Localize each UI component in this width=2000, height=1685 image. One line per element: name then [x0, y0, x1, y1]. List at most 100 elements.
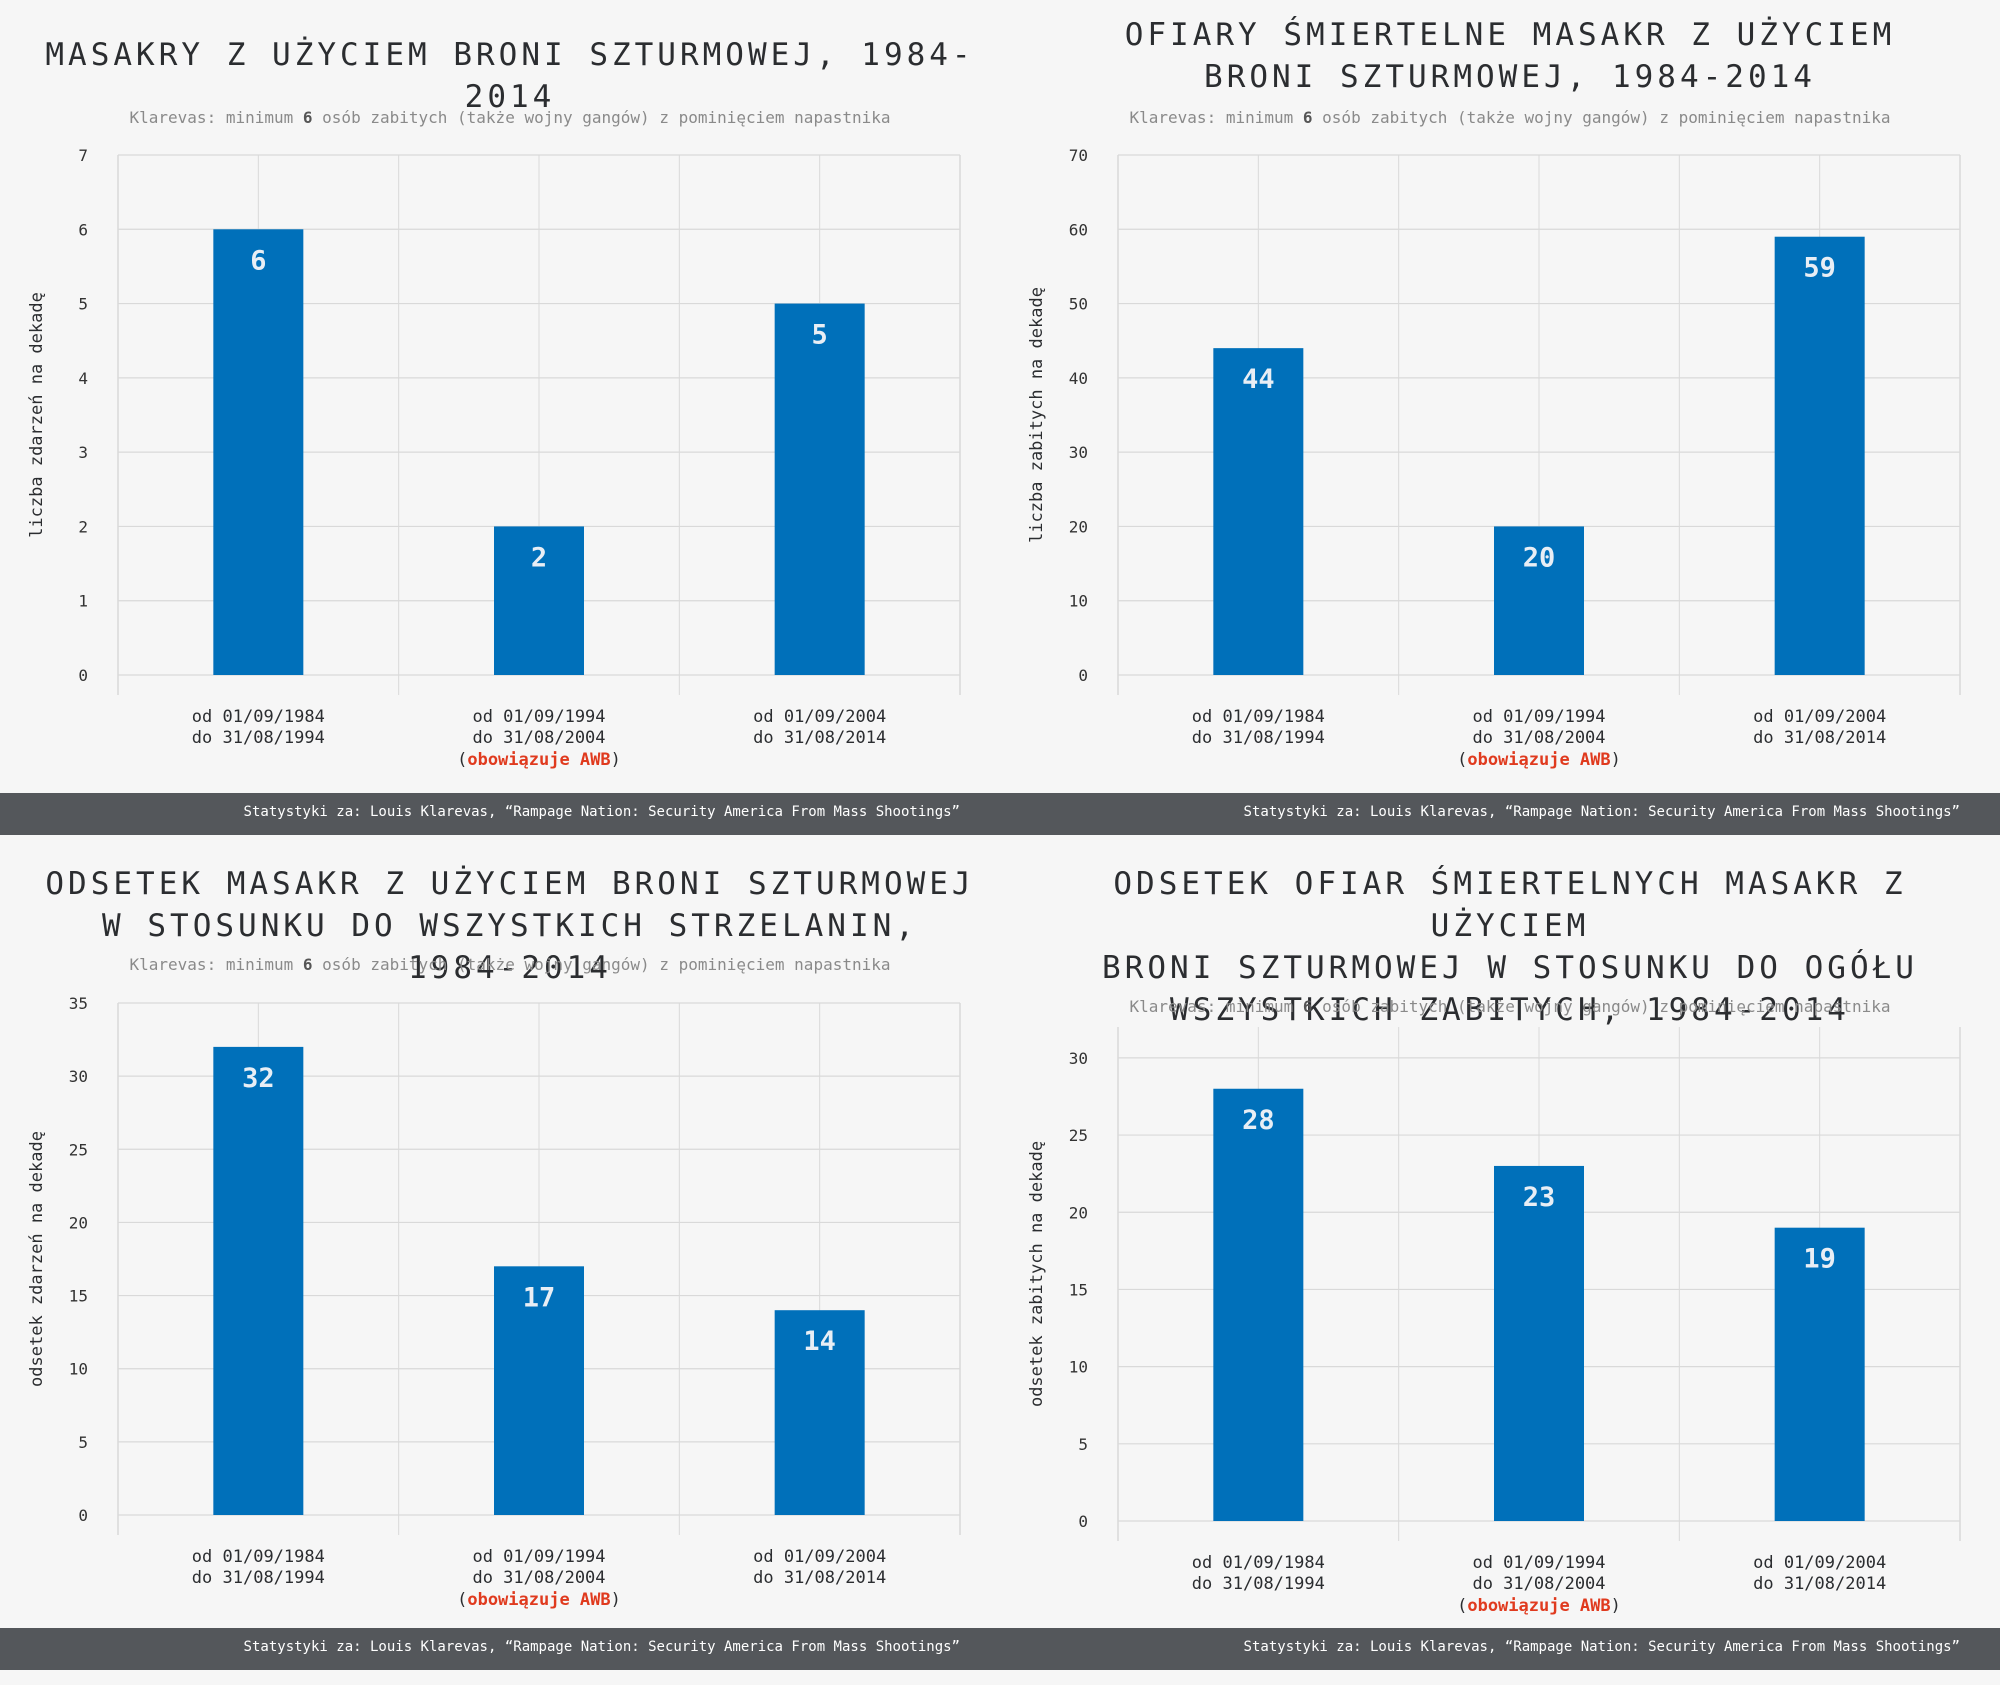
awb-label: obowiązuje AWB — [1467, 750, 1610, 770]
bar — [1774, 236, 1865, 675]
y-tick-label: 20 — [69, 1213, 88, 1232]
awb-label: obowiązuje AWB — [467, 1590, 610, 1610]
x-tick-label: od 01/09/1994 — [472, 1547, 605, 1567]
y-tick-label: 4 — [78, 369, 88, 388]
awb-bracket: ) — [1611, 750, 1621, 770]
awb-bracket: ) — [611, 750, 621, 770]
y-tick-label: 3 — [78, 443, 88, 462]
awb-bracket: ( — [457, 1590, 467, 1610]
awb-bracket: ( — [1457, 750, 1467, 770]
y-axis-label: odsetek zdarzeń na dekadę — [27, 1131, 47, 1387]
source-footer: Statystyki za: Louis Klarevas, “Rampage … — [1000, 793, 2000, 835]
x-tick-label: od 01/09/1984 — [1192, 1553, 1325, 1573]
source-note: Statystyki za: Louis Klarevas, “Rampage … — [243, 804, 960, 820]
bar-value-label: 19 — [1803, 1244, 1836, 1275]
awb-bracket: ) — [1611, 1596, 1621, 1616]
chart-title: ODSETEK OFIAR ŚMIERTELNYCH MASAKR Z UŻYC… — [1102, 866, 1918, 1028]
y-tick-label: 30 — [1069, 1049, 1088, 1068]
chart-panel-2: OFIARY ŚMIERTELNE MASAKR Z UŻYCIEM BRONI… — [1000, 0, 2000, 835]
y-tick-label: 0 — [78, 666, 88, 685]
y-tick-label: 20 — [1069, 517, 1088, 536]
y-tick-label: 10 — [1069, 592, 1088, 611]
x-tick-label: do 31/08/2004 — [1472, 728, 1605, 748]
bar — [213, 229, 304, 675]
bar-value-label: 17 — [523, 1282, 556, 1313]
y-tick-label: 0 — [1078, 666, 1088, 685]
source-footer: Statystyki za: Louis Klarevas, “Rampage … — [0, 1628, 1000, 1670]
y-axis-label: odsetek zabitych na dekadę — [1027, 1141, 1047, 1407]
y-tick-label: 40 — [1069, 369, 1088, 388]
x-tick-label: od 01/09/2004 — [1753, 1553, 1886, 1573]
awb-bracket: ) — [611, 1590, 621, 1610]
awb-bracket: ( — [457, 750, 467, 770]
bar — [774, 303, 865, 675]
bar-value-label: 20 — [1523, 542, 1556, 573]
y-tick-label: 10 — [69, 1360, 88, 1379]
y-tick-label: 7 — [78, 146, 88, 165]
x-tick-label: do 31/08/1994 — [1192, 728, 1325, 748]
source-note: Statystyki za: Louis Klarevas, “Rampage … — [1243, 1639, 1960, 1655]
y-tick-label: 20 — [1069, 1203, 1088, 1222]
y-tick-label: 15 — [69, 1287, 88, 1306]
plot-area: 0 1 2 3 4 5 6 7 liczba zdarzeń na dekadę 6 od 01/0… — [0, 140, 1000, 780]
x-tick-label: do 31/08/1994 — [192, 728, 325, 748]
chart-panel-4: ODSETEK OFIAR ŚMIERTELNYCH MASAKR Z UŻYC… — [1000, 835, 2000, 1670]
awb-note: (obowiązuje AWB) — [1457, 750, 1621, 770]
x-tick-label: do 31/08/2014 — [1753, 1574, 1886, 1594]
awb-note: (obowiązuje AWB) — [457, 1590, 621, 1610]
x-tick-label: do 31/08/1994 — [1192, 1574, 1325, 1594]
awb-label: obowiązuje AWB — [1467, 1596, 1610, 1616]
y-tick-label: 30 — [69, 1067, 88, 1086]
x-tick-label: do 31/08/2004 — [472, 1568, 605, 1588]
y-axis-label: liczba zdarzeń na dekadę — [27, 292, 47, 538]
x-tick-label: do 31/08/2014 — [1753, 728, 1886, 748]
bar — [213, 1046, 304, 1515]
bar-value-label: 59 — [1803, 253, 1836, 284]
bar-value-label: 32 — [242, 1063, 275, 1094]
y-tick-label: 30 — [1069, 443, 1088, 462]
chart-subtitle: Klarevas: minimum 6 osób zabitych (także… — [1129, 108, 1891, 127]
y-tick-label: 35 — [69, 994, 88, 1013]
x-tick-label: do 31/08/2014 — [753, 1568, 886, 1588]
awb-label: obowiązuje AWB — [467, 750, 610, 770]
bar-value-label: 44 — [1242, 364, 1275, 395]
x-tick-label: do 31/08/2004 — [1472, 1574, 1605, 1594]
bar-value-label: 2 — [531, 542, 547, 573]
y-tick-label: 5 — [78, 295, 88, 314]
awb-note: (obowiązuje AWB) — [457, 750, 621, 770]
bar-value-label: 14 — [803, 1326, 836, 1357]
bar — [494, 1266, 584, 1515]
awb-note: (obowiązuje AWB) — [1457, 1596, 1621, 1616]
chart-panel-3: ODSETEK MASAKR Z UŻYCIEM BRONI SZTURMOWE… — [0, 835, 1000, 1670]
x-tick-label: od 01/09/1984 — [192, 1547, 325, 1567]
y-tick-label: 60 — [1069, 220, 1088, 239]
x-tick-label: od 01/09/2004 — [753, 707, 886, 727]
y-axis-label: liczba zabitych na dekadę — [1027, 287, 1047, 543]
awb-bracket: ( — [1457, 1596, 1467, 1616]
y-tick-label: 10 — [1069, 1358, 1088, 1377]
bar — [774, 1310, 865, 1515]
bar-value-label: 28 — [1242, 1105, 1275, 1136]
plot-area: 0 10 20 30 40 50 60 70 liczba zabitych na dekadę… — [1000, 140, 2000, 780]
y-tick-label: 2 — [78, 517, 88, 536]
bar — [1494, 526, 1584, 675]
y-tick-label: 0 — [78, 1506, 88, 1525]
x-tick-label: do 31/08/2004 — [472, 728, 605, 748]
source-note: Statystyki za: Louis Klarevas, “Rampage … — [243, 1639, 960, 1655]
bar — [1494, 1165, 1584, 1521]
bar-value-label: 5 — [812, 320, 828, 351]
x-tick-label: do 31/08/1994 — [192, 1568, 325, 1588]
y-tick-label: 5 — [78, 1433, 88, 1452]
bar-value-label: 6 — [250, 245, 266, 276]
chart-subtitle: Klarevas: minimum 6 osób zabitych (także… — [1129, 997, 1891, 1016]
x-tick-label: od 01/09/1994 — [1472, 1553, 1605, 1573]
y-tick-label: 70 — [1069, 146, 1088, 165]
plot-area: 0 5 10 15 20 25 30 odsetek zabitych na dekadę 28… — [1000, 1025, 2000, 1625]
y-tick-label: 1 — [78, 592, 88, 611]
source-footer: Statystyki za: Louis Klarevas, “Rampage … — [0, 793, 1000, 835]
y-tick-label: 25 — [1069, 1126, 1088, 1145]
x-tick-label: do 31/08/2014 — [753, 728, 886, 748]
plot-area: 0 5 10 15 20 25 30 35 odsetek zdarzeń na dekadę 3… — [0, 985, 1000, 1625]
x-tick-label: od 01/09/1984 — [192, 707, 325, 727]
y-tick-label: 50 — [1069, 295, 1088, 314]
